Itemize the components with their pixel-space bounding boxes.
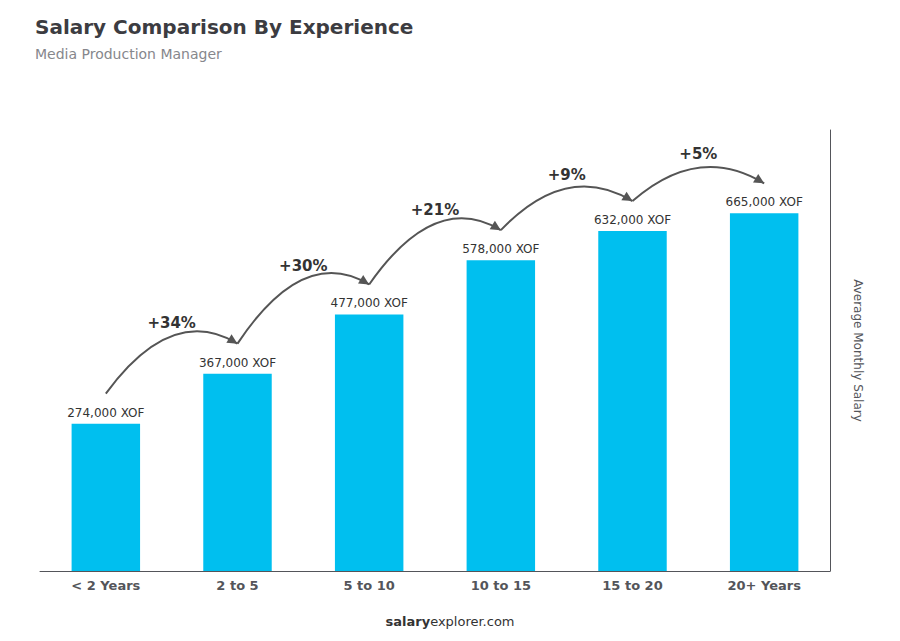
- svg-text:20+ Years: 20+ Years: [727, 578, 801, 593]
- svg-text:Average Monthly Salary: Average Monthly Salary: [851, 279, 865, 422]
- svg-text:15 to 20: 15 to 20: [602, 578, 662, 593]
- svg-text:+34%: +34%: [147, 314, 195, 332]
- svg-text:367,000 XOF: 367,000 XOF: [199, 356, 276, 370]
- svg-text:+5%: +5%: [679, 145, 717, 163]
- svg-text:explorer.com: explorer.com: [430, 614, 514, 629]
- svg-text:salary: salary: [385, 614, 430, 629]
- svg-text:10 to 15: 10 to 15: [471, 578, 531, 593]
- svg-text:665,000 XOF: 665,000 XOF: [726, 195, 803, 209]
- svg-text:477,000 XOF: 477,000 XOF: [331, 296, 408, 310]
- svg-text:+21%: +21%: [411, 201, 459, 219]
- svg-text:Media Production Manager: Media Production Manager: [35, 46, 222, 62]
- svg-text:2 to 5: 2 to 5: [216, 578, 258, 593]
- svg-text:5 to 10: 5 to 10: [343, 578, 394, 593]
- svg-text:+30%: +30%: [279, 257, 327, 275]
- svg-text:578,000 XOF: 578,000 XOF: [462, 242, 539, 256]
- svg-text:Salary Comparison By Experienc: Salary Comparison By Experience: [35, 15, 413, 39]
- svg-text:< 2 Years: < 2 Years: [71, 578, 140, 593]
- svg-text:274,000 XOF: 274,000 XOF: [67, 406, 144, 420]
- svg-text:+9%: +9%: [548, 166, 586, 184]
- svg-text:632,000 XOF: 632,000 XOF: [594, 213, 671, 227]
